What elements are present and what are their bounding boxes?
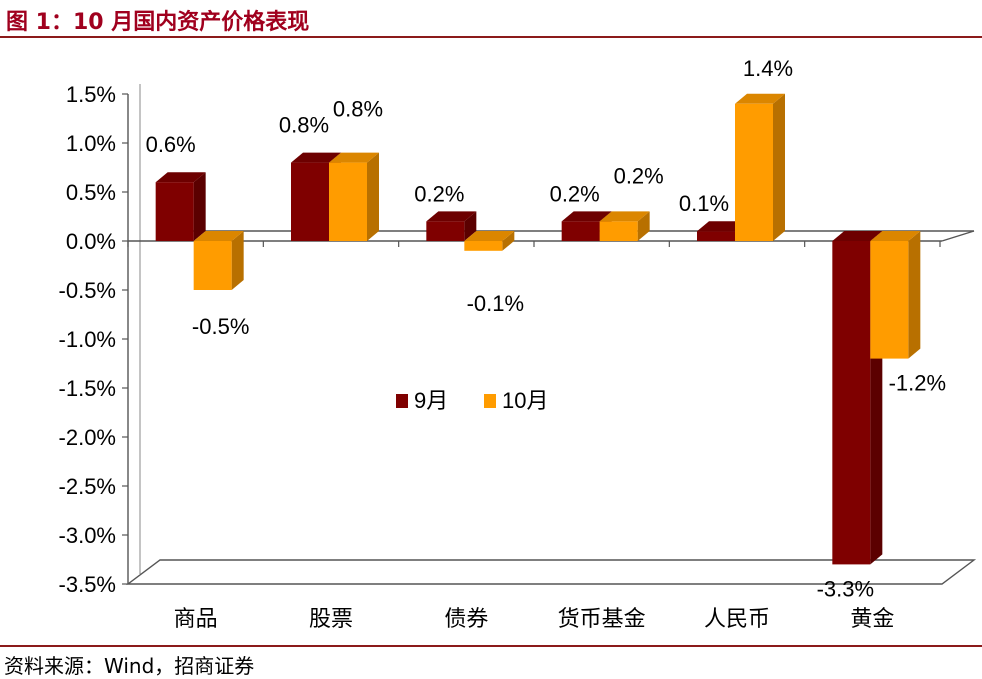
bar-oct-5-front [870,241,909,359]
bar-sep-2-top [426,211,477,222]
label-oct-0: -0.5% [192,314,249,339]
category-label-3: 货币基金 [558,606,646,631]
bar-oct-2-top [464,231,515,241]
category-label-1: 股票 [309,606,353,631]
bar-sep-5-top [832,231,883,241]
bar-oct-5-top [870,231,921,241]
bar-sep-0-side [193,172,206,241]
bar-sep-5-front [832,241,871,565]
legend-swatch-oct [484,394,496,408]
bar-sep-2-side [464,211,477,241]
source-rule [0,645,982,647]
bar-sep-4-front [697,231,735,241]
bar-oct-2-front [464,241,503,251]
y-tick-label: -3.0% [59,523,116,548]
label-sep-4: 0.1% [679,191,729,216]
y-tick-label: -0.5% [59,278,116,303]
bar-oct-5 [870,231,921,359]
bar-sep-2-front [426,221,465,241]
bar-oct-1-top [329,152,379,163]
bar-oct-2-side [502,231,515,251]
bar-oct-4-front [735,103,773,241]
label-oct-1: 0.8% [333,97,383,122]
bar-sep-3-top [561,211,612,222]
label-sep-5: -3.3% [817,576,874,601]
data-labels: 0.6% -0.5% 0.8%0.8% 0.2% -0.1% 0.2% 0.2% 0.1% 1.… [146,56,946,602]
bar-oct-1 [329,152,379,241]
legend: 9月 10月 [396,388,548,413]
bar-oct-2 [464,231,515,251]
category-label-0: 商品 [174,606,218,631]
bar-sep-2 [426,211,477,241]
chart: 1.5% 1.0% 0.5% 0.0% -0.5% -1.0% -1.5% -2.0% -2.5… [59,56,977,631]
label-sep-2: 0.2% [414,181,464,206]
bar-sep-3-front [561,221,600,241]
bar-sep-0-top [155,172,206,183]
y-tick-label: -2.5% [59,474,116,499]
bar-oct-0-top [193,231,244,241]
y-tick-label: -1.5% [59,376,116,401]
y-tick-label: -1.0% [59,327,116,352]
label-sep-0: 0.6% [146,132,196,157]
category-label-2: 债券 [444,606,488,631]
title-rule [0,36,982,38]
y-tick-label: 1.5% [66,82,116,107]
category-labels: 商品 股票 债券 货币基金 人民币 黄金 [174,606,895,631]
label-oct-2: -0.1% [467,291,524,316]
bar-oct-4 [735,93,785,241]
y-tick-label: 0.0% [66,229,116,254]
bar-oct-5-side [908,231,921,359]
label-oct-4: 1.4% [743,56,793,81]
bar-oct-4-side [773,93,785,241]
bar-oct-0-front [193,241,232,290]
y-tick-label: 1.0% [66,131,116,156]
bar-oct-4-top [735,93,785,104]
category-label-4: 人民币 [704,606,770,631]
bar-oct-1-side [367,152,379,241]
bar-sep-1-top [291,152,341,163]
bar-sep-0-front [155,182,194,241]
chart-floor [125,559,977,585]
zero-side-line [941,230,975,242]
legend-label-sep: 9月 [414,388,448,413]
category-label-5: 黄金 [850,606,894,631]
y-tick-label: 0.5% [66,180,116,205]
label-oct-5: -1.2% [889,371,946,396]
bar-oct-1-front [329,162,367,241]
label-oct-3: 0.2% [614,163,664,188]
bar-oct-3-side [637,211,650,241]
bar-sep-1-front [291,162,329,241]
bar-oct-3 [599,211,650,241]
y-ticks: 1.5% 1.0% 0.5% 0.0% -0.5% -1.0% -1.5% -2.0% -2.5… [59,82,941,597]
legend-label-oct: 10月 [502,388,548,413]
bar-oct-3-top [599,211,650,222]
bar-oct-0-side [231,231,244,290]
bar-oct-0 [193,231,244,290]
source-note: 资料来源：Wind，招商证券 [4,654,255,678]
y-tick-label: -2.0% [59,425,116,450]
figure-title: 图 1：10 月国内资产价格表现 [6,10,310,35]
y-tick-label: -3.5% [59,572,116,597]
bar-sep-0 [155,172,206,241]
bar-oct-3-front [599,221,638,241]
label-sep-3: 0.2% [550,181,600,206]
bar-sep-4-top [697,221,747,232]
legend-swatch-sep [396,394,408,408]
label-sep-1: 0.8% [279,113,329,138]
bars [155,93,921,565]
